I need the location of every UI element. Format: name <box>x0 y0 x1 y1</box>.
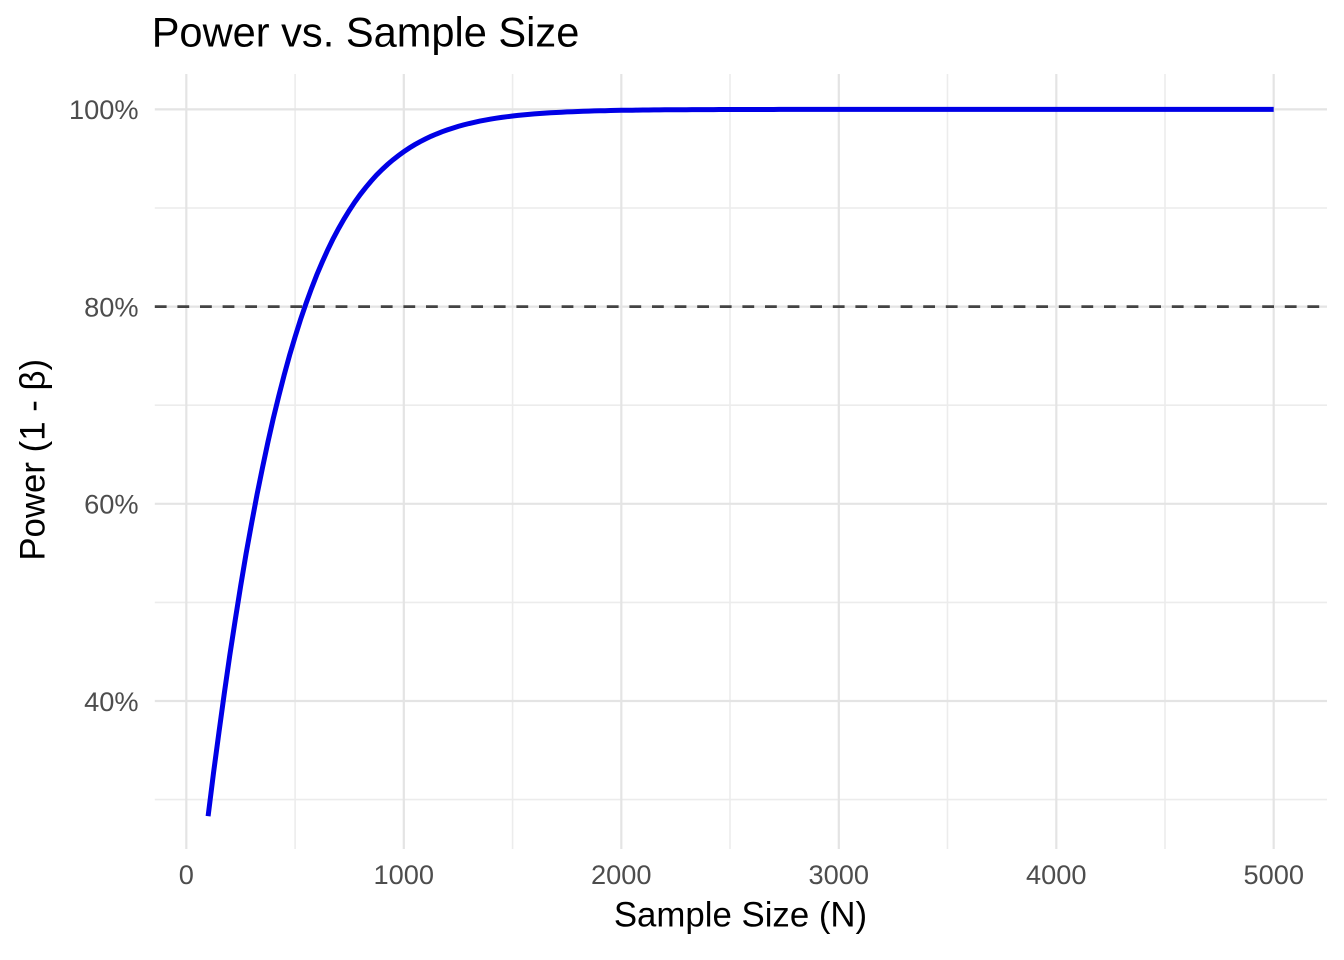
svg-text:80%: 80% <box>84 291 138 322</box>
svg-text:40%: 40% <box>84 686 138 717</box>
svg-text:5000: 5000 <box>1243 859 1303 890</box>
svg-text:Power (1 - β): Power (1 - β) <box>14 359 53 561</box>
svg-text:Power vs. Sample Size: Power vs. Sample Size <box>152 9 580 56</box>
svg-text:Sample Size (N): Sample Size (N) <box>614 896 867 935</box>
svg-text:2000: 2000 <box>591 859 651 890</box>
svg-text:4000: 4000 <box>1026 859 1086 890</box>
svg-text:1000: 1000 <box>374 859 434 890</box>
svg-text:3000: 3000 <box>809 859 869 890</box>
svg-text:60%: 60% <box>84 489 138 520</box>
svg-text:100%: 100% <box>69 94 139 125</box>
svg-text:0: 0 <box>179 859 194 890</box>
